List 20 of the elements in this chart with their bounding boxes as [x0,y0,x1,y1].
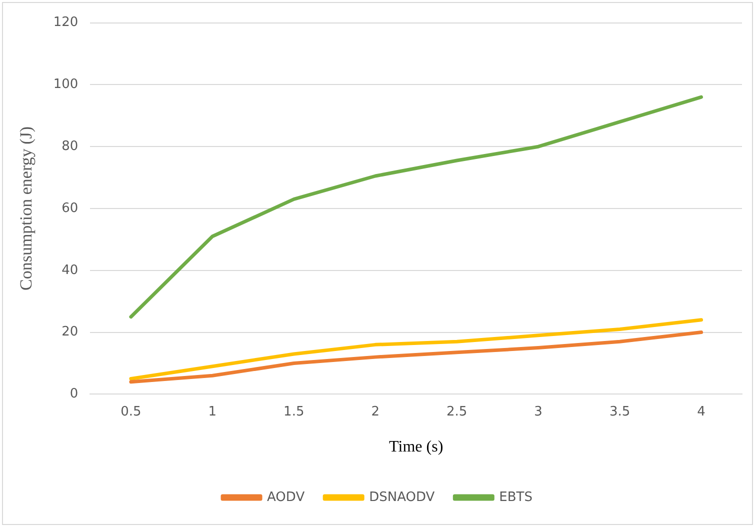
legend-label: DSNAODV [369,490,435,505]
x-tick-label: 4 [697,404,706,420]
y-tick-label: 40 [62,262,78,278]
y-tick-label: 100 [53,77,78,92]
y-tick-label: 0 [70,386,78,402]
y-tick-label: 60 [62,200,78,216]
y-tick-label: 80 [62,138,78,154]
x-tick-label: 3 [534,404,542,420]
y-axis-title: Consumption energy (J) [16,126,36,291]
x-tick-label: 2.5 [446,404,468,420]
y-tick-label: 20 [62,324,78,340]
legend-label: AODV [267,490,305,505]
x-axis-title: Time (s) [389,438,444,456]
x-tick-label: 0.5 [120,404,142,420]
x-tick-label: 1.5 [284,404,304,420]
y-tick-label: 120 [53,15,78,30]
x-tick-label: 1 [208,404,217,420]
x-tick-label: 3.5 [609,404,630,420]
x-tick-label: 2 [371,404,380,420]
legend-label: EBTS [499,490,532,505]
